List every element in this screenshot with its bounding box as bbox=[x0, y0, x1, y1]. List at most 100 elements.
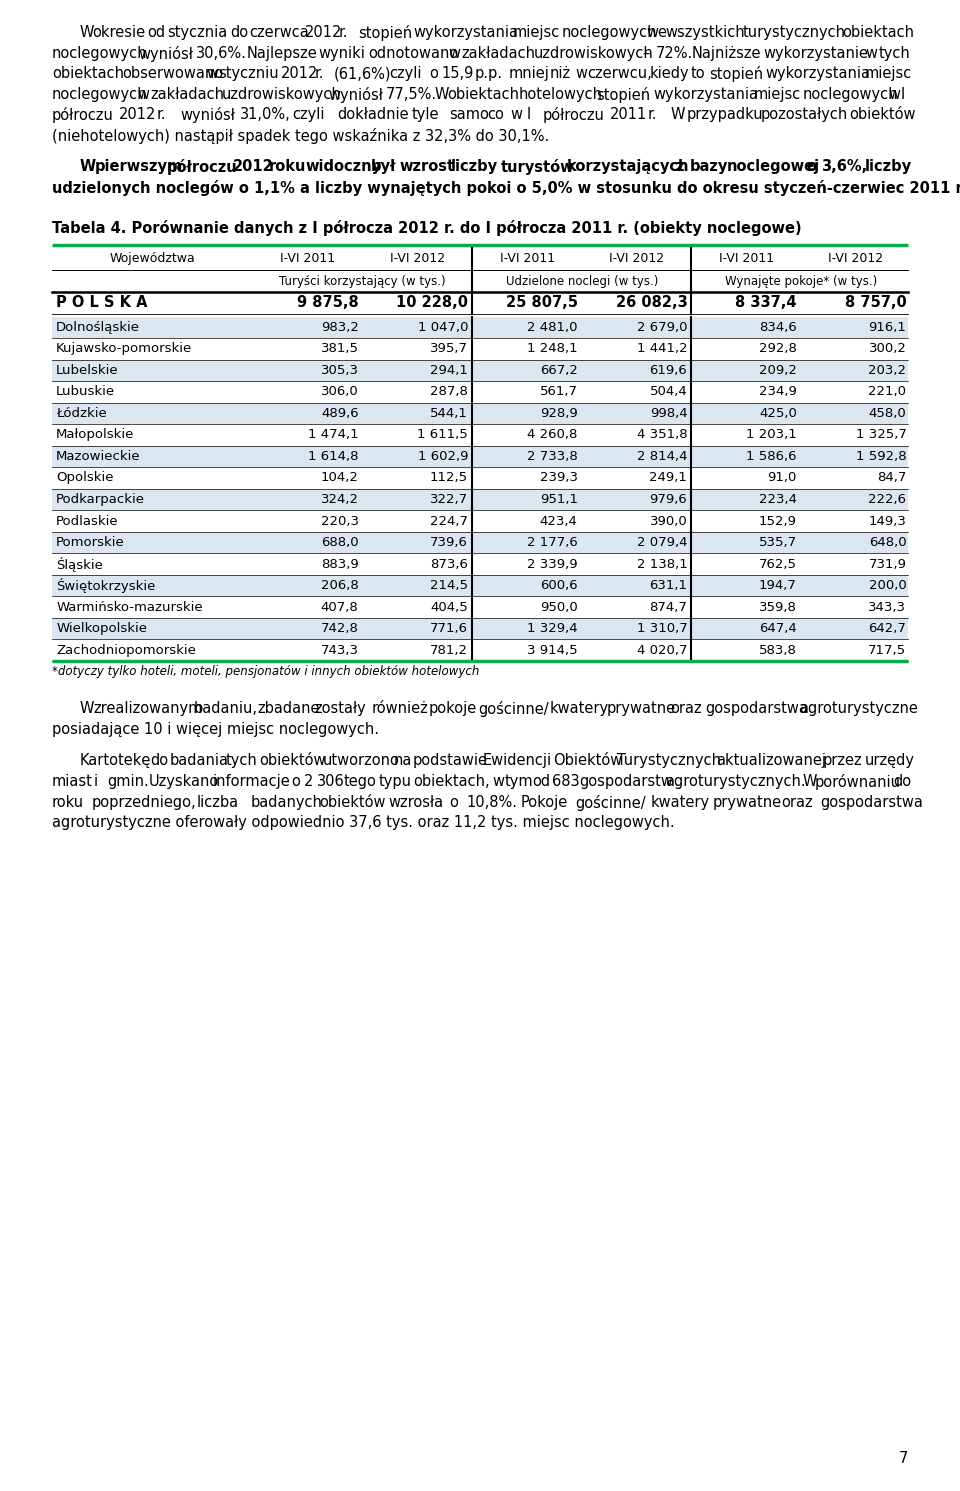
Text: kwatery: kwatery bbox=[549, 701, 609, 716]
Text: liczby: liczby bbox=[864, 160, 911, 174]
Text: obiektów: obiektów bbox=[850, 107, 916, 122]
Text: 1 474,1: 1 474,1 bbox=[308, 428, 359, 441]
Text: 1 203,1: 1 203,1 bbox=[746, 428, 797, 441]
Text: 2: 2 bbox=[304, 774, 313, 789]
Text: Najniższe: Najniższe bbox=[692, 46, 761, 61]
Text: 717,5: 717,5 bbox=[868, 644, 906, 656]
Text: 2012: 2012 bbox=[119, 107, 156, 122]
Text: Lubelskie: Lubelskie bbox=[57, 364, 119, 377]
Text: I-VI 2011: I-VI 2011 bbox=[499, 252, 555, 265]
Text: 222,6: 222,6 bbox=[869, 494, 906, 505]
Text: okresie: okresie bbox=[92, 25, 145, 40]
Text: 234,9: 234,9 bbox=[759, 385, 797, 398]
Text: 294,1: 294,1 bbox=[430, 364, 468, 377]
Text: 631,1: 631,1 bbox=[649, 579, 687, 592]
Text: 2 814,4: 2 814,4 bbox=[636, 450, 687, 464]
Text: miast: miast bbox=[52, 774, 93, 789]
Text: 214,5: 214,5 bbox=[430, 579, 468, 592]
Text: również: również bbox=[372, 701, 428, 716]
Text: 873,6: 873,6 bbox=[430, 558, 468, 571]
Text: stopień: stopień bbox=[358, 25, 412, 40]
Text: 25 807,5: 25 807,5 bbox=[506, 295, 578, 310]
Text: agroturystycznych.: agroturystycznych. bbox=[665, 774, 806, 789]
Text: (niehotelowych) nastąpił spadek tego wskaźnika z 32,3% do 30,1%.: (niehotelowych) nastąpił spadek tego wsk… bbox=[52, 128, 549, 143]
Text: 1 047,0: 1 047,0 bbox=[418, 321, 468, 334]
Text: 1 329,4: 1 329,4 bbox=[527, 622, 578, 635]
Text: porównaniu: porównaniu bbox=[815, 774, 901, 790]
Text: 544,1: 544,1 bbox=[430, 407, 468, 420]
Text: miejsc: miejsc bbox=[513, 25, 560, 40]
Text: wyniósł: wyniósł bbox=[180, 107, 235, 124]
Text: 642,7: 642,7 bbox=[869, 622, 906, 635]
Text: obiektów: obiektów bbox=[320, 795, 386, 810]
Text: 84,7: 84,7 bbox=[877, 471, 906, 485]
Text: 834,6: 834,6 bbox=[759, 321, 797, 334]
Text: stopień: stopień bbox=[709, 66, 764, 82]
Text: 77,5%.: 77,5%. bbox=[385, 86, 437, 101]
Text: uzdrowiskowych: uzdrowiskowych bbox=[534, 46, 654, 61]
Text: turystycznych: turystycznych bbox=[743, 25, 846, 40]
Text: turystów: turystów bbox=[501, 160, 575, 176]
Text: noclegowych: noclegowych bbox=[562, 25, 657, 40]
Text: 292,8: 292,8 bbox=[759, 343, 797, 355]
Text: informacje: informacje bbox=[212, 774, 290, 789]
Text: 8 337,4: 8 337,4 bbox=[735, 295, 797, 310]
Text: o: o bbox=[430, 66, 439, 81]
Text: kwatery: kwatery bbox=[651, 795, 710, 810]
Text: r.: r. bbox=[339, 25, 348, 40]
Text: wzrost: wzrost bbox=[399, 160, 454, 174]
Text: poprzedniego,: poprzedniego, bbox=[91, 795, 196, 810]
Text: mniej: mniej bbox=[509, 66, 549, 81]
Text: 209,2: 209,2 bbox=[759, 364, 797, 377]
Text: 2011: 2011 bbox=[610, 107, 647, 122]
Text: obiektach: obiektach bbox=[52, 66, 124, 81]
Text: 359,8: 359,8 bbox=[759, 601, 797, 614]
Text: 4 020,7: 4 020,7 bbox=[636, 644, 687, 656]
Text: w: w bbox=[575, 66, 588, 81]
Text: 928,9: 928,9 bbox=[540, 407, 578, 420]
Text: udzielonych noclegów o 1,1% a liczby wynajętych pokoi o 5,0% w stosunku do okres: udzielonych noclegów o 1,1% a liczby wyn… bbox=[52, 180, 960, 195]
Text: pozostałych: pozostałych bbox=[760, 107, 848, 122]
Text: gościnne/: gościnne/ bbox=[478, 701, 548, 717]
Text: I-VI 2012: I-VI 2012 bbox=[390, 252, 445, 265]
Text: 667,2: 667,2 bbox=[540, 364, 578, 377]
Bar bbox=[52, 489, 908, 510]
Text: 200,0: 200,0 bbox=[869, 579, 906, 592]
Text: bazy: bazy bbox=[690, 160, 729, 174]
Text: Wynajęte pokoje* (w tys.): Wynajęte pokoje* (w tys.) bbox=[725, 274, 877, 288]
Text: 104,2: 104,2 bbox=[321, 471, 359, 485]
Text: wszystkich: wszystkich bbox=[665, 25, 745, 40]
Text: 781,2: 781,2 bbox=[430, 644, 468, 656]
Text: zakładach: zakładach bbox=[151, 86, 225, 101]
Text: wykorzystanie: wykorzystanie bbox=[764, 46, 869, 61]
Text: w: w bbox=[492, 774, 504, 789]
Text: w: w bbox=[448, 46, 460, 61]
Text: stycznia: stycznia bbox=[167, 25, 228, 40]
Text: Śląskie: Śląskie bbox=[57, 556, 103, 571]
Text: roku: roku bbox=[52, 795, 84, 810]
Text: 1 248,1: 1 248,1 bbox=[527, 343, 578, 355]
Text: 220,3: 220,3 bbox=[321, 514, 359, 528]
Text: do: do bbox=[229, 25, 248, 40]
Text: 223,4: 223,4 bbox=[758, 494, 797, 505]
Text: typu: typu bbox=[379, 774, 412, 789]
Text: 535,7: 535,7 bbox=[758, 537, 797, 549]
Text: miejsc: miejsc bbox=[754, 86, 801, 101]
Text: 404,5: 404,5 bbox=[430, 601, 468, 614]
Text: 916,1: 916,1 bbox=[869, 321, 906, 334]
Text: 771,6: 771,6 bbox=[430, 622, 468, 635]
Bar bbox=[52, 576, 908, 596]
Text: 4 260,8: 4 260,8 bbox=[527, 428, 578, 441]
Text: Opolskie: Opolskie bbox=[57, 471, 113, 485]
Text: korzystających: korzystających bbox=[566, 160, 689, 174]
Text: 2 079,4: 2 079,4 bbox=[636, 537, 687, 549]
Text: przypadku: przypadku bbox=[686, 107, 763, 122]
Text: Dolnośląskie: Dolnośląskie bbox=[57, 321, 140, 334]
Text: 743,3: 743,3 bbox=[321, 644, 359, 656]
Text: czyli: czyli bbox=[292, 107, 324, 122]
Text: obiektach: obiektach bbox=[447, 86, 519, 101]
Text: aktualizowanej: aktualizowanej bbox=[716, 753, 827, 768]
Text: W: W bbox=[80, 25, 94, 40]
Text: urzędy: urzędy bbox=[864, 753, 914, 768]
Bar bbox=[52, 617, 908, 640]
